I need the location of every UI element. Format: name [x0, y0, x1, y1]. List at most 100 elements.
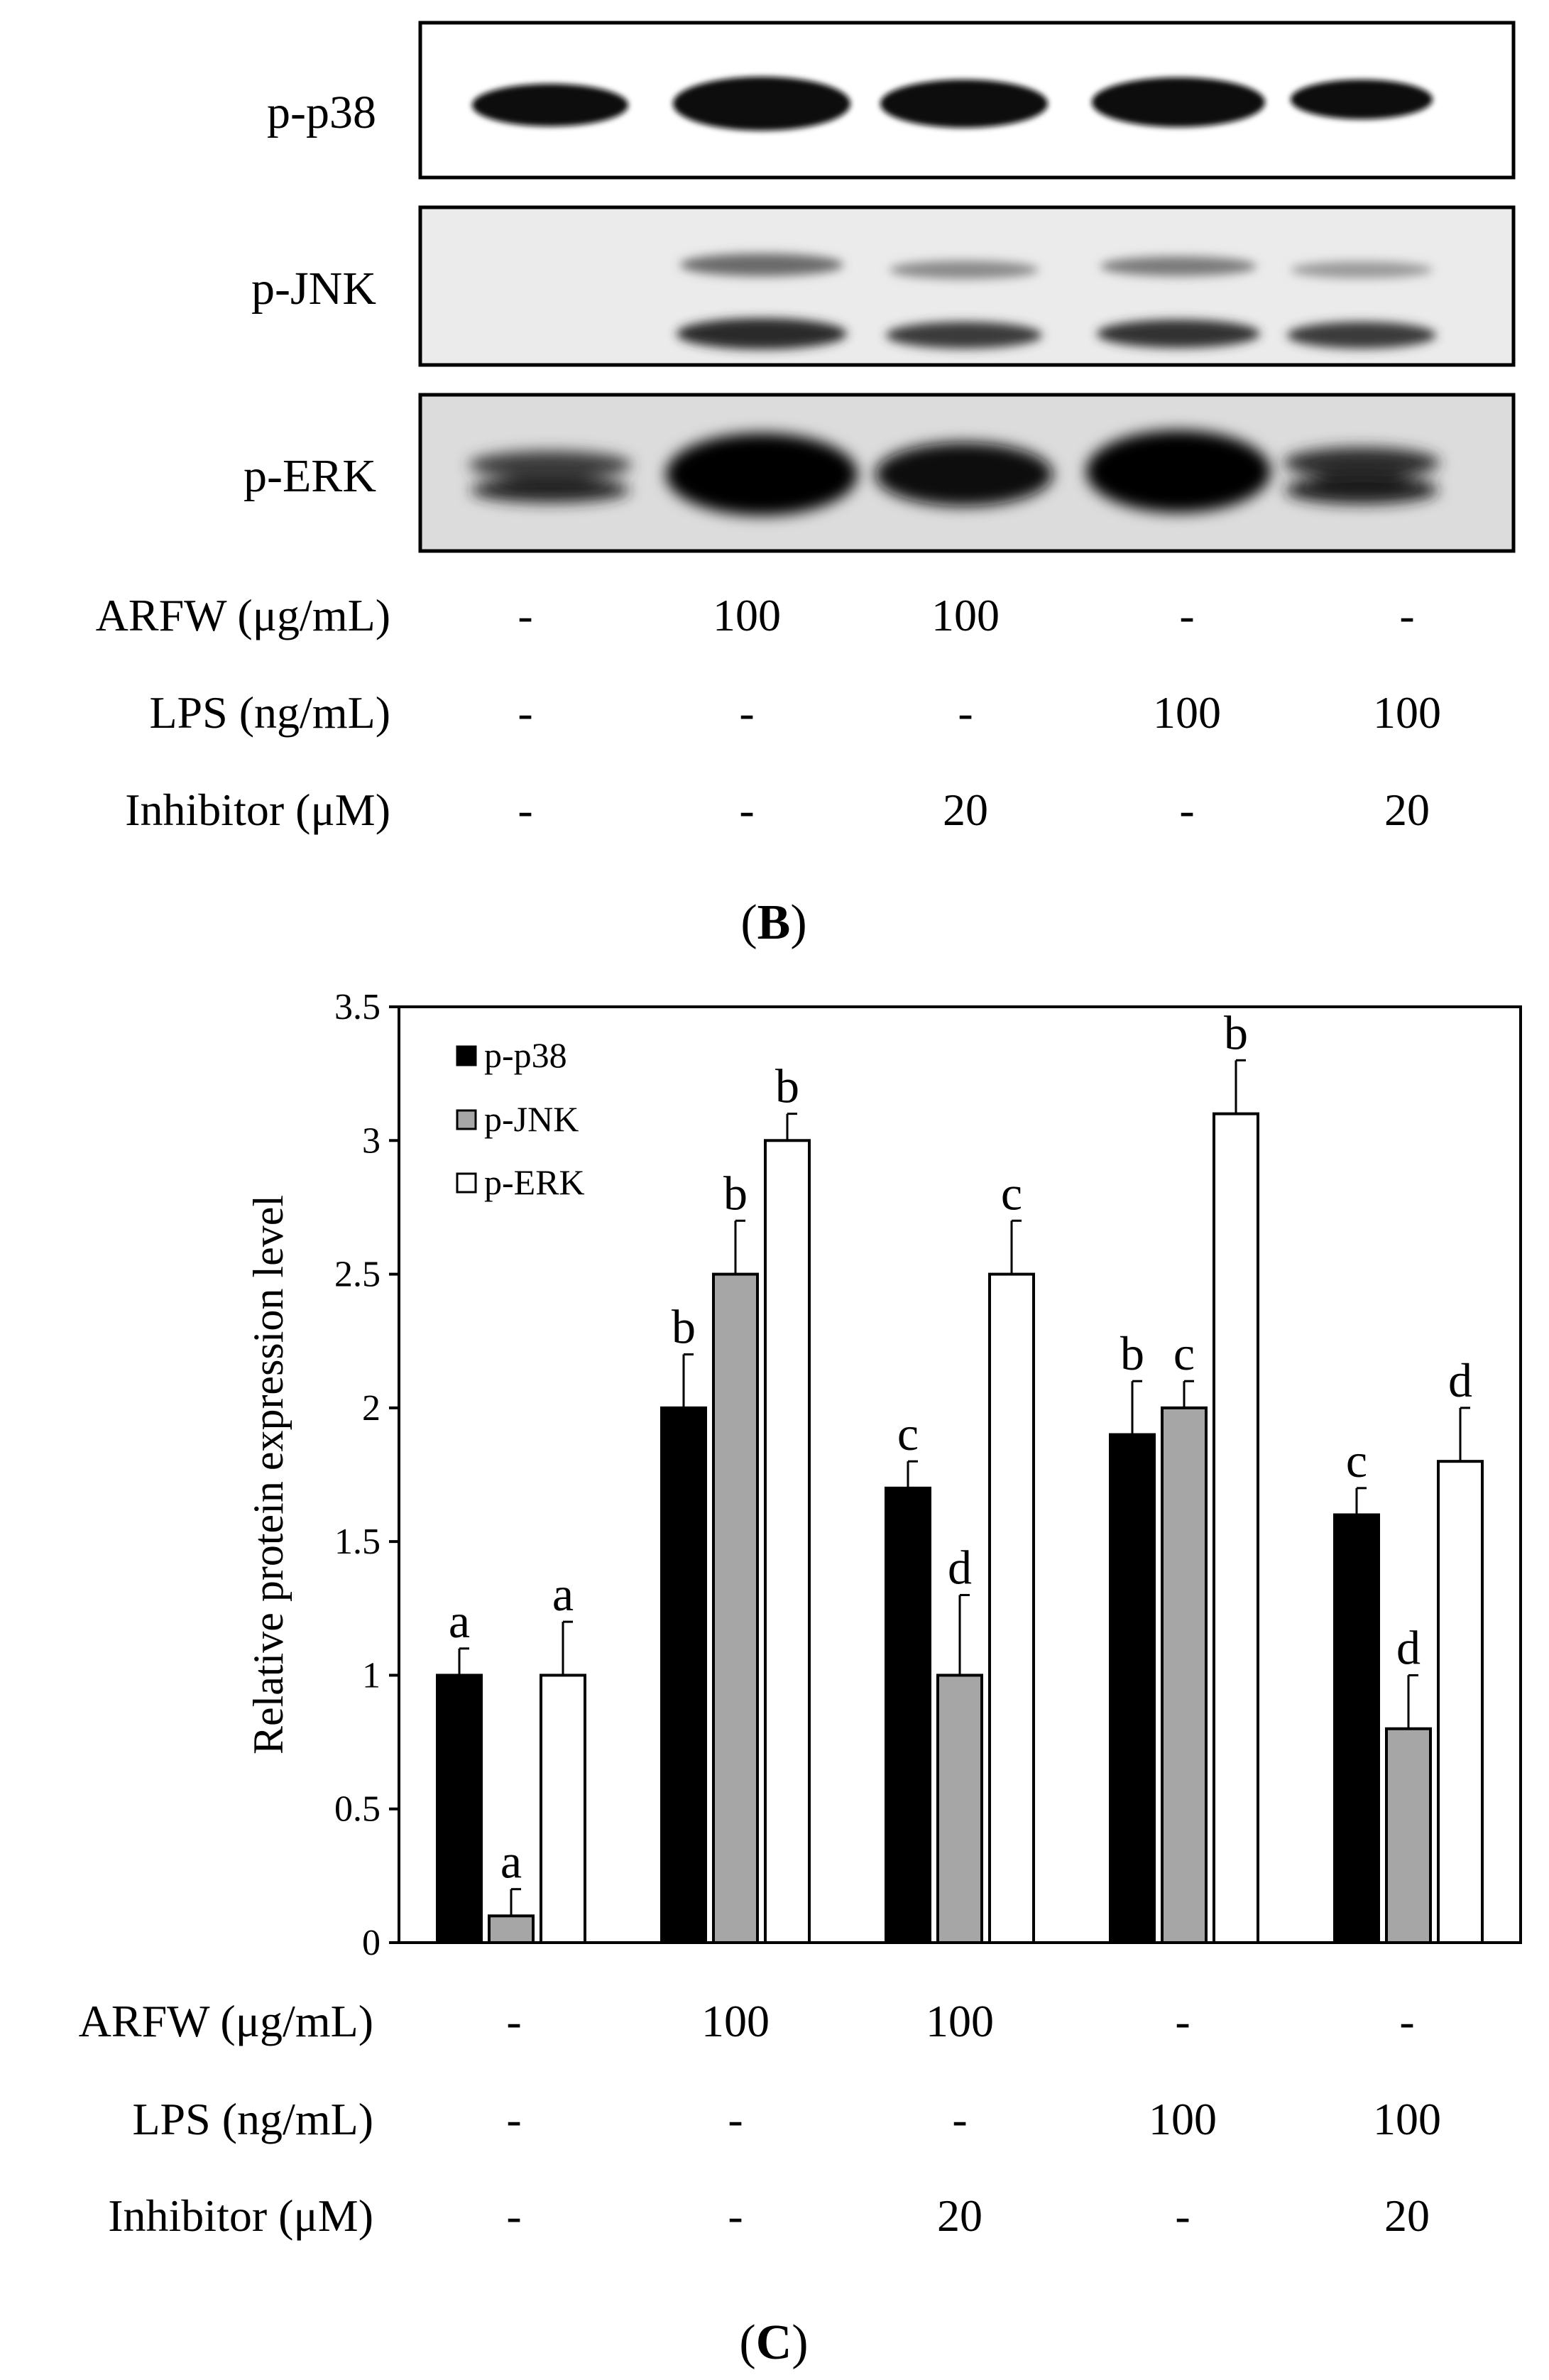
y-tick-label: 2 — [362, 1388, 381, 1429]
row-value: 100 — [1373, 2094, 1441, 2144]
bar-p-jnk-group-5 — [1385, 1727, 1432, 1945]
row-value: - — [1399, 1996, 1414, 2046]
row-label-arfw-c: ARFW (μg/mL) — [79, 1996, 373, 2046]
row-value: 20 — [1384, 785, 1430, 835]
row-value: - — [506, 2190, 521, 2241]
band-p-p38-lane3 — [880, 80, 1048, 128]
row-value: - — [506, 1996, 521, 2046]
band-p-p38-lane2 — [673, 77, 850, 131]
row-values-arfw-b: - 100 100 - - — [518, 590, 1414, 640]
p-jnk-lower-bands — [677, 318, 1436, 349]
significance-letter: d — [948, 1540, 972, 1594]
bar-p-jnk-group-4 — [1161, 1406, 1208, 1945]
error-bars — [458, 1059, 1470, 1916]
row-value: 100 — [926, 1996, 994, 2046]
row-value: - — [1175, 1996, 1190, 2046]
y-tick-label: 1 — [362, 1655, 381, 1696]
significance-letter: b — [775, 1059, 799, 1113]
band-p-jnk-lower-lane4 — [1097, 320, 1260, 348]
blot-label-p-p38: p-p38 — [267, 87, 376, 138]
row-value: 100 — [931, 590, 1000, 640]
chart-treatment-table: ARFW (μg/mL) LPS (ng/mL) Inhibitor (μM) … — [79, 1996, 1441, 2241]
bar-p-jnk-group-1 — [488, 1914, 535, 1944]
y-tick-label: 0 — [362, 1923, 381, 1963]
panel-b-close: ) — [790, 895, 806, 950]
blot-treatment-table: ARFW (μg/mL) LPS (ng/mL) Inhibitor (μM) … — [96, 590, 1441, 835]
band-p-jnk-lower-lane2 — [677, 318, 847, 349]
band-p-erk-lane5-upper — [1283, 447, 1440, 479]
legend-swatch-p-p38 — [456, 1045, 477, 1066]
significance-letter: d — [1396, 1620, 1421, 1674]
row-label-arfw-b: ARFW (μg/mL) — [96, 590, 390, 640]
band-p-p38-lane5 — [1291, 80, 1433, 119]
panel-b-letter: B — [757, 895, 791, 950]
bar-p-erk-group-4 — [1213, 1112, 1259, 1944]
significance-letter: d — [1448, 1353, 1472, 1407]
row-values-inhibitor-c: - - 20 - 20 — [506, 2190, 1430, 2241]
row-value: - — [518, 687, 532, 738]
row-value: - — [518, 590, 532, 640]
row-label-inhibitor-c: Inhibitor (μM) — [108, 2190, 373, 2241]
legend-label-p-jnk: p-JNK — [484, 1099, 579, 1139]
p-p38-bands — [472, 77, 1433, 131]
blot-label-p-erk: p-ERK — [243, 450, 376, 502]
blot-label-p-jnk: p-JNK — [251, 263, 376, 315]
y-axis-title: Relative protein expression level — [245, 1195, 292, 1754]
significance-letter: a — [449, 1594, 470, 1648]
blot-p-erk: p-ERK — [243, 393, 1516, 553]
row-value: 20 — [943, 785, 988, 835]
band-p-jnk-lower-lane3 — [886, 322, 1042, 349]
row-value: - — [1175, 2190, 1190, 2241]
bar-p-jnk-group-2 — [712, 1272, 759, 1944]
row-value: - — [506, 2094, 521, 2144]
row-value: 100 — [1149, 2094, 1217, 2144]
p-jnk-upper-bands — [680, 253, 1433, 279]
row-values-lps-b: - - - 100 100 — [518, 687, 1441, 738]
row-value: - — [1179, 785, 1194, 835]
row-value: - — [728, 2094, 743, 2144]
band-p-p38-lane1 — [472, 84, 628, 126]
row-value: - — [958, 687, 973, 738]
row-value: - — [1179, 590, 1194, 640]
panel-label-b: (B) — [740, 895, 806, 950]
significance-letter: b — [1120, 1326, 1144, 1380]
band-p-jnk-upper-lane5 — [1291, 261, 1433, 278]
bar-chart-panel: 0 0.5 1 1.5 2 2.5 3 3.5 Relative protein expres… — [79, 987, 1522, 2370]
bar-p-p38-group-3 — [885, 1486, 931, 1945]
row-value: - — [518, 785, 532, 835]
band-p-jnk-upper-lane3 — [890, 261, 1039, 279]
y-tick-label: 1.5 — [334, 1522, 381, 1562]
legend-label-p-erk: p-ERK — [484, 1162, 585, 1202]
row-value: - — [952, 2094, 967, 2144]
bar-p-erk-group-2 — [764, 1139, 811, 1944]
band-p-p38-lane4 — [1092, 77, 1265, 127]
blot-p-jnk: p-JNK — [251, 205, 1516, 367]
western-blot-panel: p-p38 p-JNK — [96, 21, 1516, 950]
y-tick-label: 3.5 — [334, 987, 381, 1027]
significance-letter: c — [1001, 1166, 1022, 1220]
bar-p-erk-group-5 — [1437, 1460, 1484, 1944]
row-value: - — [1399, 590, 1414, 640]
row-value: 100 — [1373, 687, 1441, 738]
bar-p-p38-group-1 — [436, 1674, 483, 1944]
bar-p-jnk-group-3 — [936, 1674, 983, 1944]
panel-c-close: ) — [792, 2315, 808, 2370]
row-label-lps-c: LPS (ng/mL) — [132, 2094, 373, 2144]
row-value: 20 — [937, 2190, 983, 2241]
significance-letter: a — [500, 1835, 522, 1889]
bar-p-erk-group-1 — [540, 1674, 586, 1944]
panel-b-open: ( — [740, 895, 757, 950]
y-axis-ticks: 0 0.5 1 1.5 2 2.5 3 3.5 — [334, 987, 399, 1963]
row-values-inhibitor-b: - - 20 - 20 — [518, 785, 1430, 835]
y-tick-label: 2.5 — [334, 1255, 381, 1295]
significance-letter: b — [1224, 1005, 1248, 1059]
row-value: 20 — [1384, 2190, 1430, 2241]
row-label-lps-b: LPS (ng/mL) — [149, 687, 390, 738]
band-p-erk-lane5-lower — [1285, 476, 1438, 504]
bar-p-p38-group-2 — [660, 1406, 707, 1945]
bar-p-p38-group-4 — [1109, 1433, 1156, 1944]
row-value: 100 — [1153, 687, 1221, 738]
band-p-jnk-upper-lane4 — [1100, 256, 1257, 276]
